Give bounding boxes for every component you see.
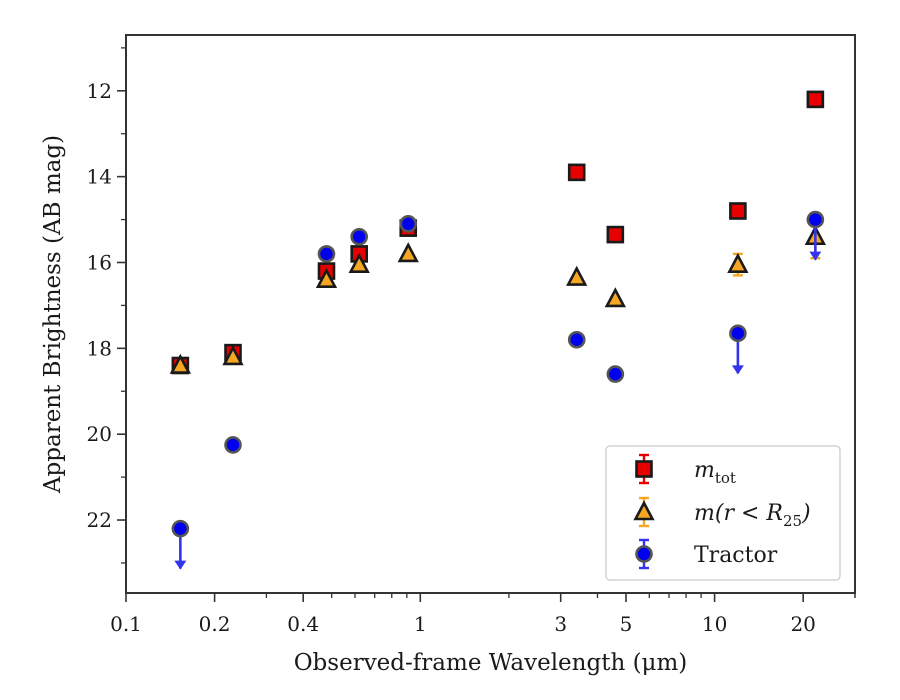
y-tick-label: 20 xyxy=(87,422,112,446)
legend-label-tail: ) xyxy=(801,501,811,526)
data-point-triangle xyxy=(169,353,192,374)
legend-label-subscript: tot xyxy=(715,469,736,487)
data-point-triangle xyxy=(727,252,749,273)
y-axis-ticks: 12 14 16 18 20 22 xyxy=(87,47,126,564)
data-point-circle xyxy=(317,245,336,263)
y-tick-label: 16 xyxy=(87,250,112,274)
x-tick-label: 5 xyxy=(620,612,633,636)
x-tick-label: 1 xyxy=(414,612,427,636)
x-tick-label: 10 xyxy=(702,612,727,636)
plot-frame xyxy=(125,34,856,594)
data-point-circle xyxy=(606,365,625,383)
legend-label-main: m xyxy=(694,458,715,483)
y-axis-label: Apparent Brightness (AB mag) xyxy=(40,135,66,494)
legend-label-main: Tractor xyxy=(694,543,778,568)
data-point-circle xyxy=(806,210,825,229)
legend-entry-m-r-r25: m(r < R25) xyxy=(633,496,811,530)
x-tick-label: 0.1 xyxy=(110,612,142,636)
x-axis-label: Observed-frame Wavelength (μm) xyxy=(294,650,688,676)
legend-label-subscript: 25 xyxy=(783,512,802,530)
data-point-triangle xyxy=(566,265,588,286)
data-point-triangle xyxy=(315,267,338,288)
legend-marker-circle xyxy=(635,545,653,563)
data-point-square xyxy=(567,163,586,182)
series-tractor xyxy=(171,210,825,570)
legend-marker-square xyxy=(635,460,653,478)
legend-label: mtot xyxy=(694,458,736,487)
data-point-circle xyxy=(729,324,747,343)
data-point-circle xyxy=(224,436,242,454)
series-m-tot xyxy=(171,90,825,375)
y-tick-label: 14 xyxy=(87,165,112,189)
upper-limit-arrowhead xyxy=(174,560,187,570)
legend-marker-triangle xyxy=(633,500,655,521)
data-point-triangle xyxy=(222,345,244,366)
data-point-circle xyxy=(399,215,418,233)
data-point-square xyxy=(806,90,825,109)
legend-label-main: m(r < R xyxy=(694,501,783,526)
legend: mtot m(r < R25) Tractor xyxy=(605,445,841,581)
data-point-square xyxy=(606,225,625,244)
legend-entry-tractor: Tractor xyxy=(635,538,778,570)
x-tick-label: 3 xyxy=(554,612,567,636)
data-point-triangle xyxy=(604,287,627,308)
plot-layer xyxy=(169,90,827,570)
y-tick-label: 22 xyxy=(87,508,112,532)
x-tick-label: 0.4 xyxy=(287,612,319,636)
data-point-circle xyxy=(350,227,368,246)
x-axis-ticks: 0.1 0.2 0.4 1 3 5 10 20 xyxy=(110,593,856,636)
legend-label: Tractor xyxy=(694,543,778,568)
x-tick-label: 0.2 xyxy=(199,612,231,636)
y-tick-label: 12 xyxy=(87,79,112,103)
x-tick-label: 20 xyxy=(790,612,815,636)
legend-entry-m-tot: mtot xyxy=(635,453,736,487)
upper-limit-arrowhead xyxy=(731,365,744,375)
data-point-square xyxy=(729,202,747,220)
data-point-triangle xyxy=(348,252,370,273)
legend-box xyxy=(605,445,841,581)
y-tick-label: 18 xyxy=(87,336,112,360)
data-point-circle xyxy=(567,330,586,349)
legend-label: m(r < R25) xyxy=(694,501,811,530)
upper-limit-arrowhead xyxy=(809,251,822,261)
data-point-triangle xyxy=(397,242,419,263)
series-m-r-r25 xyxy=(169,214,827,374)
data-point-circle xyxy=(171,519,190,538)
